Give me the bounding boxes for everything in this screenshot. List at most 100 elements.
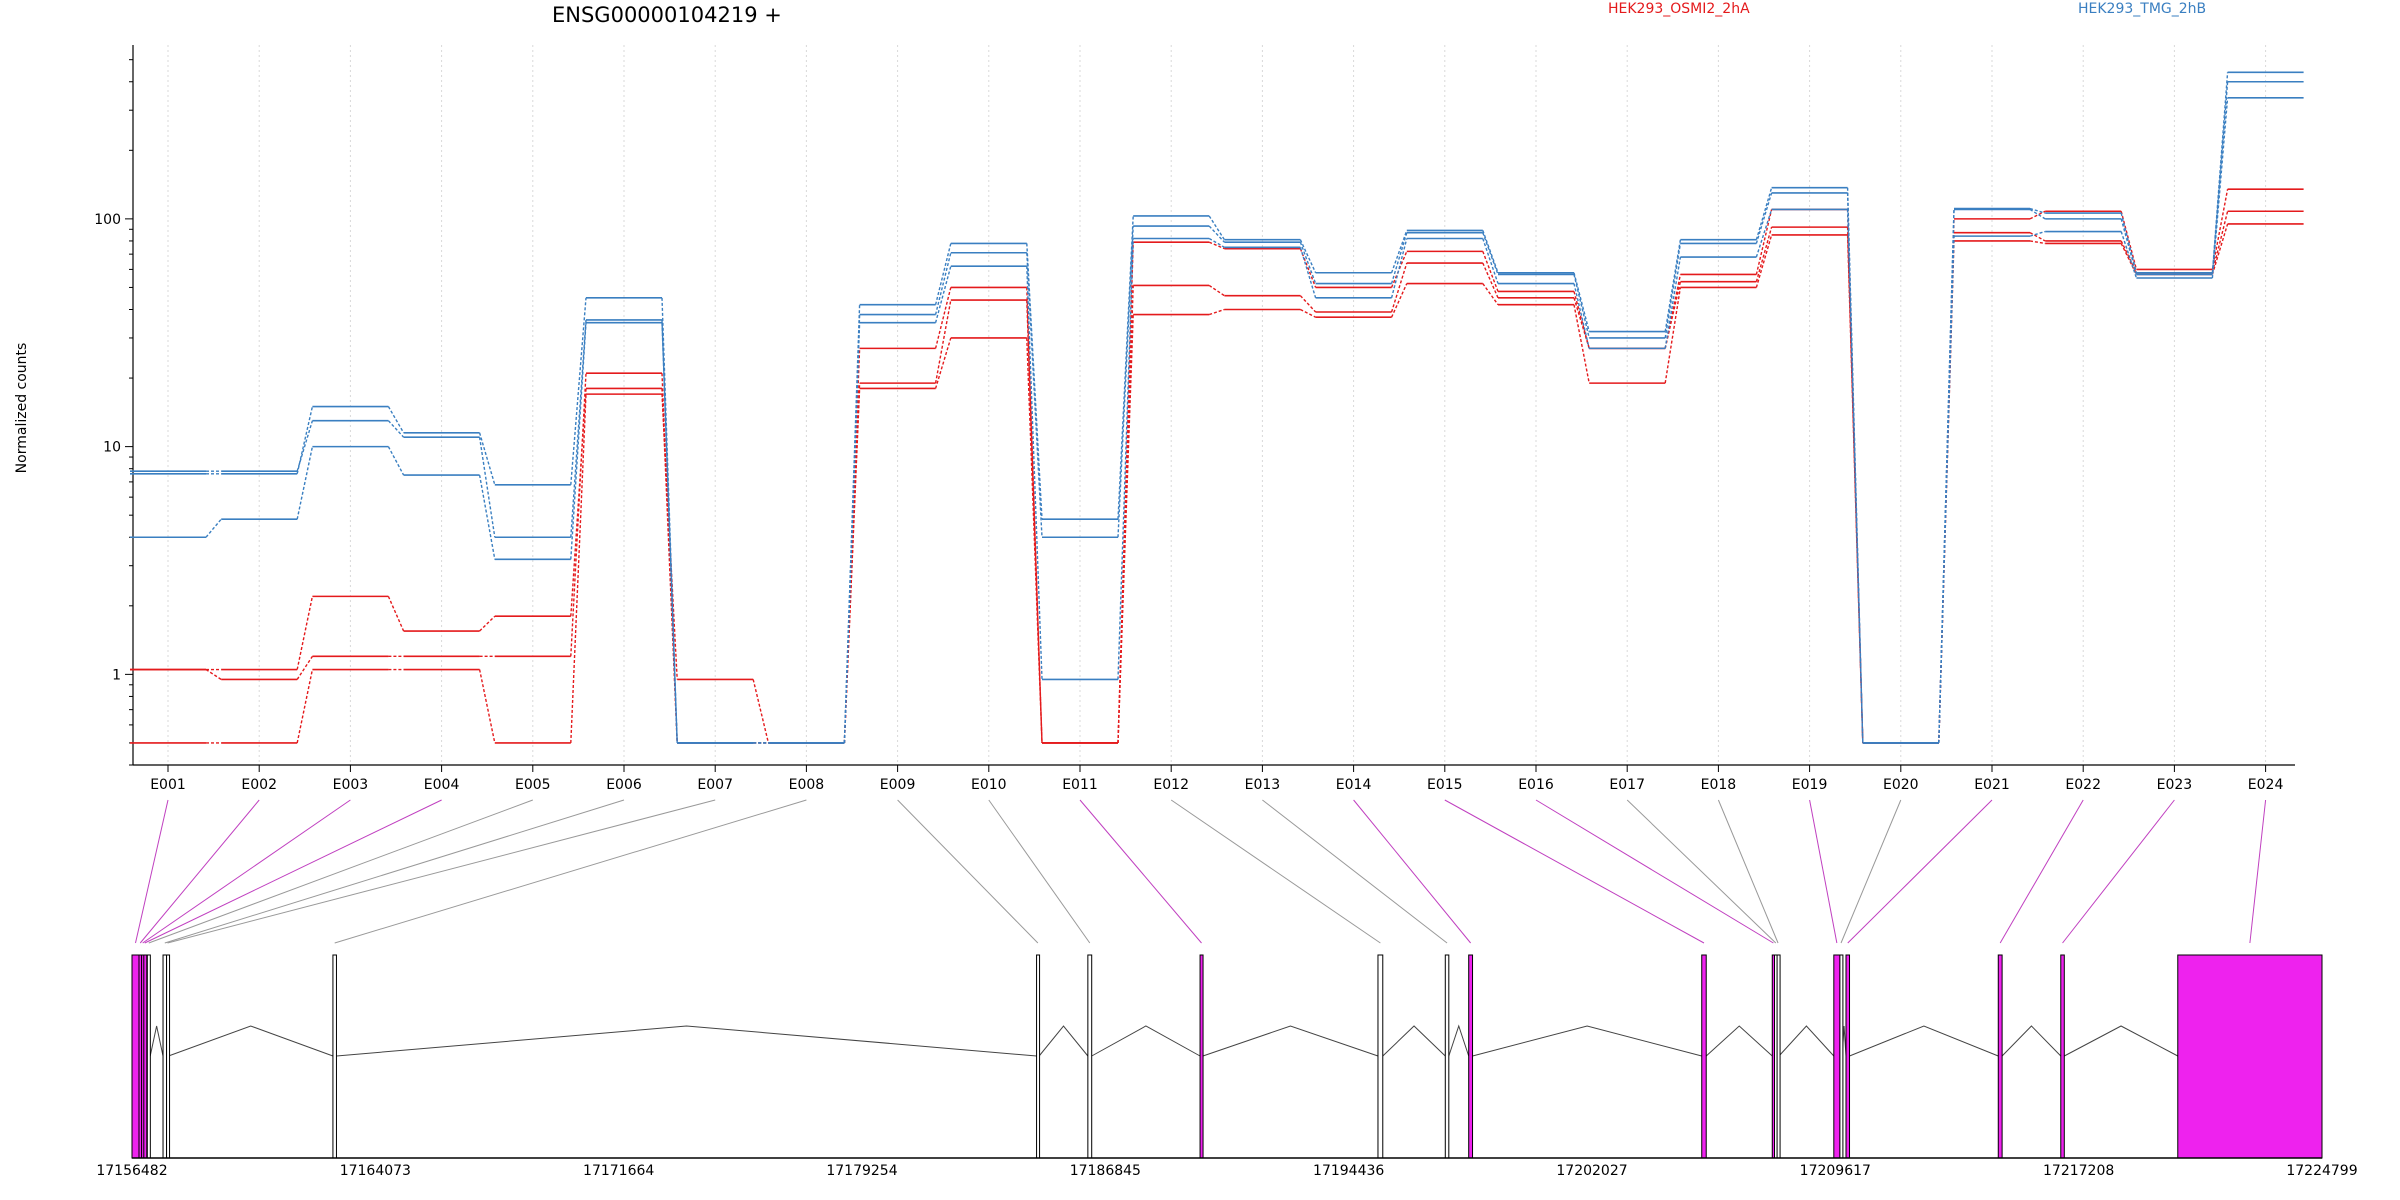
exon-connector: [1535, 799, 1774, 944]
x-tick-label: E010: [971, 777, 1007, 793]
exon-box: [1845, 954, 1851, 1159]
transition-segment: [1026, 266, 1043, 680]
x-tick-label: E021: [1974, 777, 2010, 793]
intron-line: [1448, 1024, 1470, 1057]
transition-segment: [1390, 232, 1408, 284]
coordinate-tick-label: 17164073: [340, 1163, 411, 1179]
series-line: [130, 188, 2304, 744]
transition-segment: [387, 596, 405, 632]
exon-connector: [1170, 799, 1381, 944]
transition-segment: [934, 252, 952, 315]
exon-connector: [1809, 799, 1838, 944]
x-tick-label: E002: [241, 777, 277, 793]
coordinate-tick-label: 17217208: [2043, 1163, 2114, 1179]
transition-segment: [296, 420, 314, 472]
transition-segment: [296, 446, 314, 520]
transition-segment: [387, 420, 405, 438]
transition-segment: [1482, 230, 1499, 273]
exon-connectors: [135, 799, 2267, 944]
transition-segment: [1300, 308, 1316, 318]
transition-segment: [570, 373, 587, 657]
x-tick-label: E016: [1518, 777, 1554, 793]
transition-segment: [2029, 230, 2046, 237]
transition-segment: [661, 297, 678, 743]
transition-segment: [1664, 243, 1682, 339]
transition-segment: [2211, 189, 2229, 270]
transition-segment: [1755, 234, 1773, 288]
intron-line: [1202, 1025, 1379, 1057]
coordinate-tick-label: 17202027: [1556, 1163, 1627, 1179]
exon-connector: [1079, 799, 1202, 944]
transition-segment: [1208, 225, 1225, 243]
transition-segment: [1573, 304, 1590, 384]
transition-segment: [2029, 232, 2046, 242]
transition-segment: [1755, 209, 1773, 275]
exon-connector: [1717, 799, 1779, 944]
exon-connector: [2249, 799, 2267, 944]
transition-segment: [1755, 192, 1773, 244]
intron-line: [1705, 1025, 1773, 1057]
intron-line: [1472, 1025, 1702, 1057]
y-axis-label: Normalized counts: [14, 343, 30, 474]
transition-segment: [1299, 247, 1317, 299]
coordinate-tick-label: 17186845: [1070, 1163, 1141, 1179]
x-tick-label: E009: [880, 777, 916, 793]
x-tick-label: E017: [1609, 777, 1645, 793]
transition-segment: [2029, 208, 2046, 220]
x-tick-label: E020: [1883, 777, 1919, 793]
exon-connector: [148, 799, 533, 944]
transition-segment: [1299, 248, 1317, 288]
exon-box: [1468, 954, 1474, 1159]
exon-box: [1839, 954, 1844, 1159]
transition-segment: [1755, 187, 1773, 240]
y-tick-label: 1: [112, 667, 121, 683]
genomic-coordinate-axis: 17156482 17164073 17171664 17179254 17186845…: [96, 1157, 2358, 1179]
transition-segment: [934, 299, 952, 384]
coordinate-tick-label: 17224799: [2286, 1163, 2357, 1179]
transition-segment: [478, 432, 496, 485]
exon-connector: [334, 799, 807, 944]
x-tick-label: E008: [789, 777, 825, 793]
chart-title: ENSG00000104219 +: [552, 3, 782, 27]
transition-segment: [296, 406, 314, 474]
transition-segment: [1299, 241, 1317, 284]
transition-segment: [1938, 208, 1955, 743]
exon-box: [143, 954, 148, 1159]
intron-line: [1038, 1025, 1089, 1057]
transition-segment: [2120, 231, 2138, 279]
transition-segment: [570, 394, 587, 743]
transition-segment: [1482, 232, 1499, 275]
transition-segment: [1573, 283, 1590, 349]
exon-box: [146, 954, 151, 1159]
intron-line: [2064, 1025, 2179, 1057]
transition-segment: [1390, 262, 1408, 313]
transition-segment: [2211, 211, 2229, 273]
transition-segment: [478, 474, 496, 560]
x-tick-label: E012: [1153, 777, 1189, 793]
transition-segment: [752, 679, 770, 744]
intron-line: [1382, 1025, 1446, 1057]
transition-segment: [1755, 209, 1773, 258]
intron-line: [336, 1025, 1037, 1057]
coordinate-tick-label: 17171664: [583, 1163, 654, 1179]
transition-segment: [1482, 262, 1499, 299]
transition-segment: [1117, 238, 1134, 680]
series-lines: [130, 71, 2304, 744]
coordinate-tick-label: 17209617: [1800, 1163, 1871, 1179]
transition-segment: [1026, 300, 1043, 743]
series-line: [130, 97, 2304, 744]
exon-box: [2060, 954, 2065, 1159]
transition-segment: [387, 406, 405, 434]
exon-connector: [1353, 799, 1471, 944]
y-tick-label: 10: [103, 440, 121, 456]
transition-segment: [2120, 211, 2138, 270]
exon-box: [162, 954, 168, 1159]
transition-segment: [1299, 295, 1317, 313]
transition-segment: [205, 668, 222, 681]
exon-connector: [1444, 799, 1705, 944]
exon-box: [166, 954, 171, 1159]
transition-segment: [843, 314, 861, 743]
transition-segment: [1390, 251, 1408, 288]
exon-box: [1036, 954, 1041, 1159]
